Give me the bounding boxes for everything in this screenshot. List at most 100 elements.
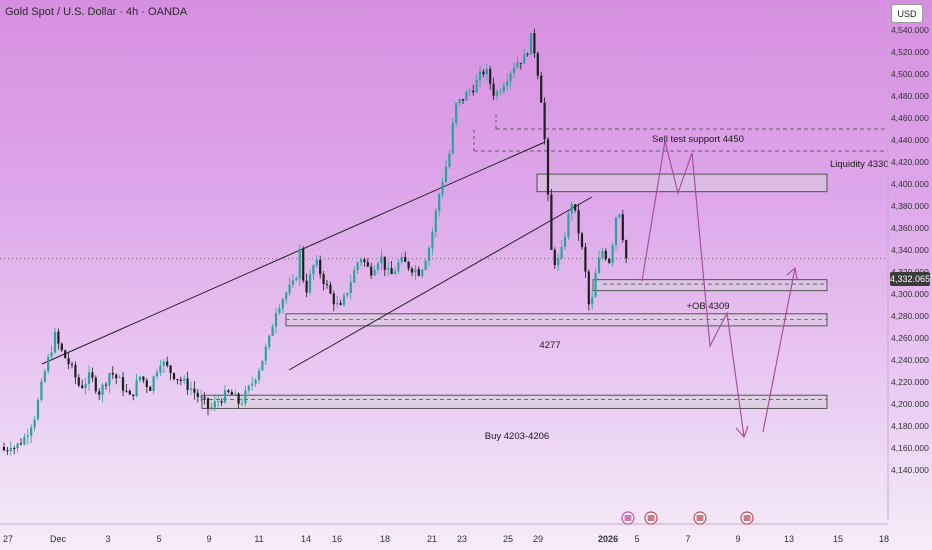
- x-tick-label: 7: [685, 534, 690, 544]
- candle-body: [390, 268, 393, 275]
- candle-body: [2, 446, 6, 451]
- candle-body: [94, 377, 97, 392]
- candle-body: [376, 263, 380, 270]
- candle-body: [465, 91, 468, 101]
- x-tick-label: 16: [332, 534, 342, 544]
- candle-body: [618, 214, 621, 218]
- candle-body: [84, 383, 87, 388]
- candle-body: [176, 379, 179, 381]
- candle-body: [322, 274, 325, 285]
- candle-body: [492, 83, 495, 96]
- candle-body: [315, 259, 318, 266]
- candle-body: [183, 378, 186, 382]
- candle-body: [495, 91, 499, 96]
- supply-demand-zone: [285, 313, 828, 327]
- candle-body: [533, 33, 536, 54]
- x-tick-label: 13: [784, 534, 794, 544]
- candle-body: [502, 85, 505, 92]
- candle-body: [13, 448, 16, 450]
- event-icon-fill: [624, 515, 632, 521]
- candle-body: [210, 407, 213, 409]
- candle-body: [138, 376, 142, 381]
- candle-body: [278, 308, 281, 313]
- candle-body: [40, 381, 43, 400]
- supply-demand-zone: [592, 279, 828, 292]
- y-tick-label: 4,480.000: [891, 91, 929, 101]
- candle-body: [407, 261, 410, 269]
- candle-body: [414, 269, 417, 273]
- candle-body: [223, 390, 227, 403]
- candle-body: [308, 274, 312, 293]
- candle-body: [536, 53, 539, 76]
- candle-body: [217, 401, 220, 403]
- projected-path: [641, 140, 745, 438]
- candle-body: [159, 365, 162, 373]
- candle-body: [608, 259, 611, 263]
- candle-body: [6, 450, 9, 452]
- candle-body: [23, 436, 26, 445]
- lines-layer: [41, 111, 888, 400]
- candle-body: [298, 248, 301, 279]
- x-tick-label: 18: [380, 534, 390, 544]
- candles-layer: [2, 28, 628, 456]
- candle-body: [349, 282, 352, 293]
- candle-body: [19, 443, 23, 445]
- candle-body: [431, 231, 434, 249]
- x-tick-label: 2026: [598, 534, 618, 544]
- candle-body: [149, 386, 152, 391]
- arrow-head: [735, 425, 749, 439]
- y-tick-label: 4,280.000: [891, 311, 929, 321]
- candle-body: [356, 262, 359, 271]
- candle-body: [247, 385, 250, 391]
- candle-body: [397, 262, 400, 272]
- candle-body: [383, 256, 386, 270]
- candle-body: [540, 75, 543, 103]
- candle-body: [43, 371, 46, 382]
- candle-body: [26, 435, 29, 437]
- candle-body: [380, 256, 383, 264]
- x-tick-label: 15: [833, 534, 843, 544]
- currency-button[interactable]: USD: [891, 4, 923, 23]
- candle-body: [291, 280, 295, 285]
- last-price-badge: 4,332.065: [889, 272, 931, 286]
- candle-body: [468, 90, 471, 92]
- candle-body: [179, 379, 182, 382]
- candle-body: [342, 295, 346, 305]
- candle-body: [485, 68, 488, 75]
- candle-body: [546, 139, 550, 195]
- y-tick-label: 4,240.000: [891, 355, 929, 365]
- candle-body: [9, 448, 12, 452]
- candle-body: [621, 214, 624, 241]
- candle-body: [329, 284, 332, 294]
- candle-body: [186, 378, 189, 390]
- candle-body: [271, 326, 274, 336]
- projected-recovery: [762, 267, 796, 433]
- x-tick-label: 18: [879, 534, 889, 544]
- candle-body: [64, 350, 67, 359]
- candle-body: [359, 259, 363, 263]
- y-tick-label: 4,540.000: [891, 25, 929, 35]
- candle-body: [91, 372, 94, 378]
- candle-body: [312, 265, 315, 275]
- candle-body: [560, 247, 563, 259]
- upper-trendline: [41, 141, 546, 365]
- candle-body: [529, 33, 533, 55]
- candle-body: [421, 269, 424, 276]
- candle-body: [264, 346, 267, 361]
- y-tick-label: 4,200.000: [891, 399, 929, 409]
- candle-body: [196, 392, 199, 398]
- time-axis: 27 Dec 3 5 9 11 14 16 18 21 23 25 29 2026 5 7 9 13 15 18: [0, 523, 889, 544]
- annotation-label: +OB 4309: [686, 301, 729, 312]
- y-tick-label: 4,360.000: [891, 223, 929, 233]
- candle-body: [553, 249, 556, 266]
- candle-body: [125, 390, 128, 392]
- candle-body: [268, 335, 271, 347]
- x-tick-label: 5: [156, 534, 161, 544]
- candle-body: [461, 99, 465, 101]
- y-tick-label: 4,220.000: [891, 377, 929, 387]
- candle-body: [132, 394, 135, 397]
- candle-body: [519, 62, 522, 64]
- candle-body: [220, 401, 223, 403]
- projection-layer: [641, 140, 798, 439]
